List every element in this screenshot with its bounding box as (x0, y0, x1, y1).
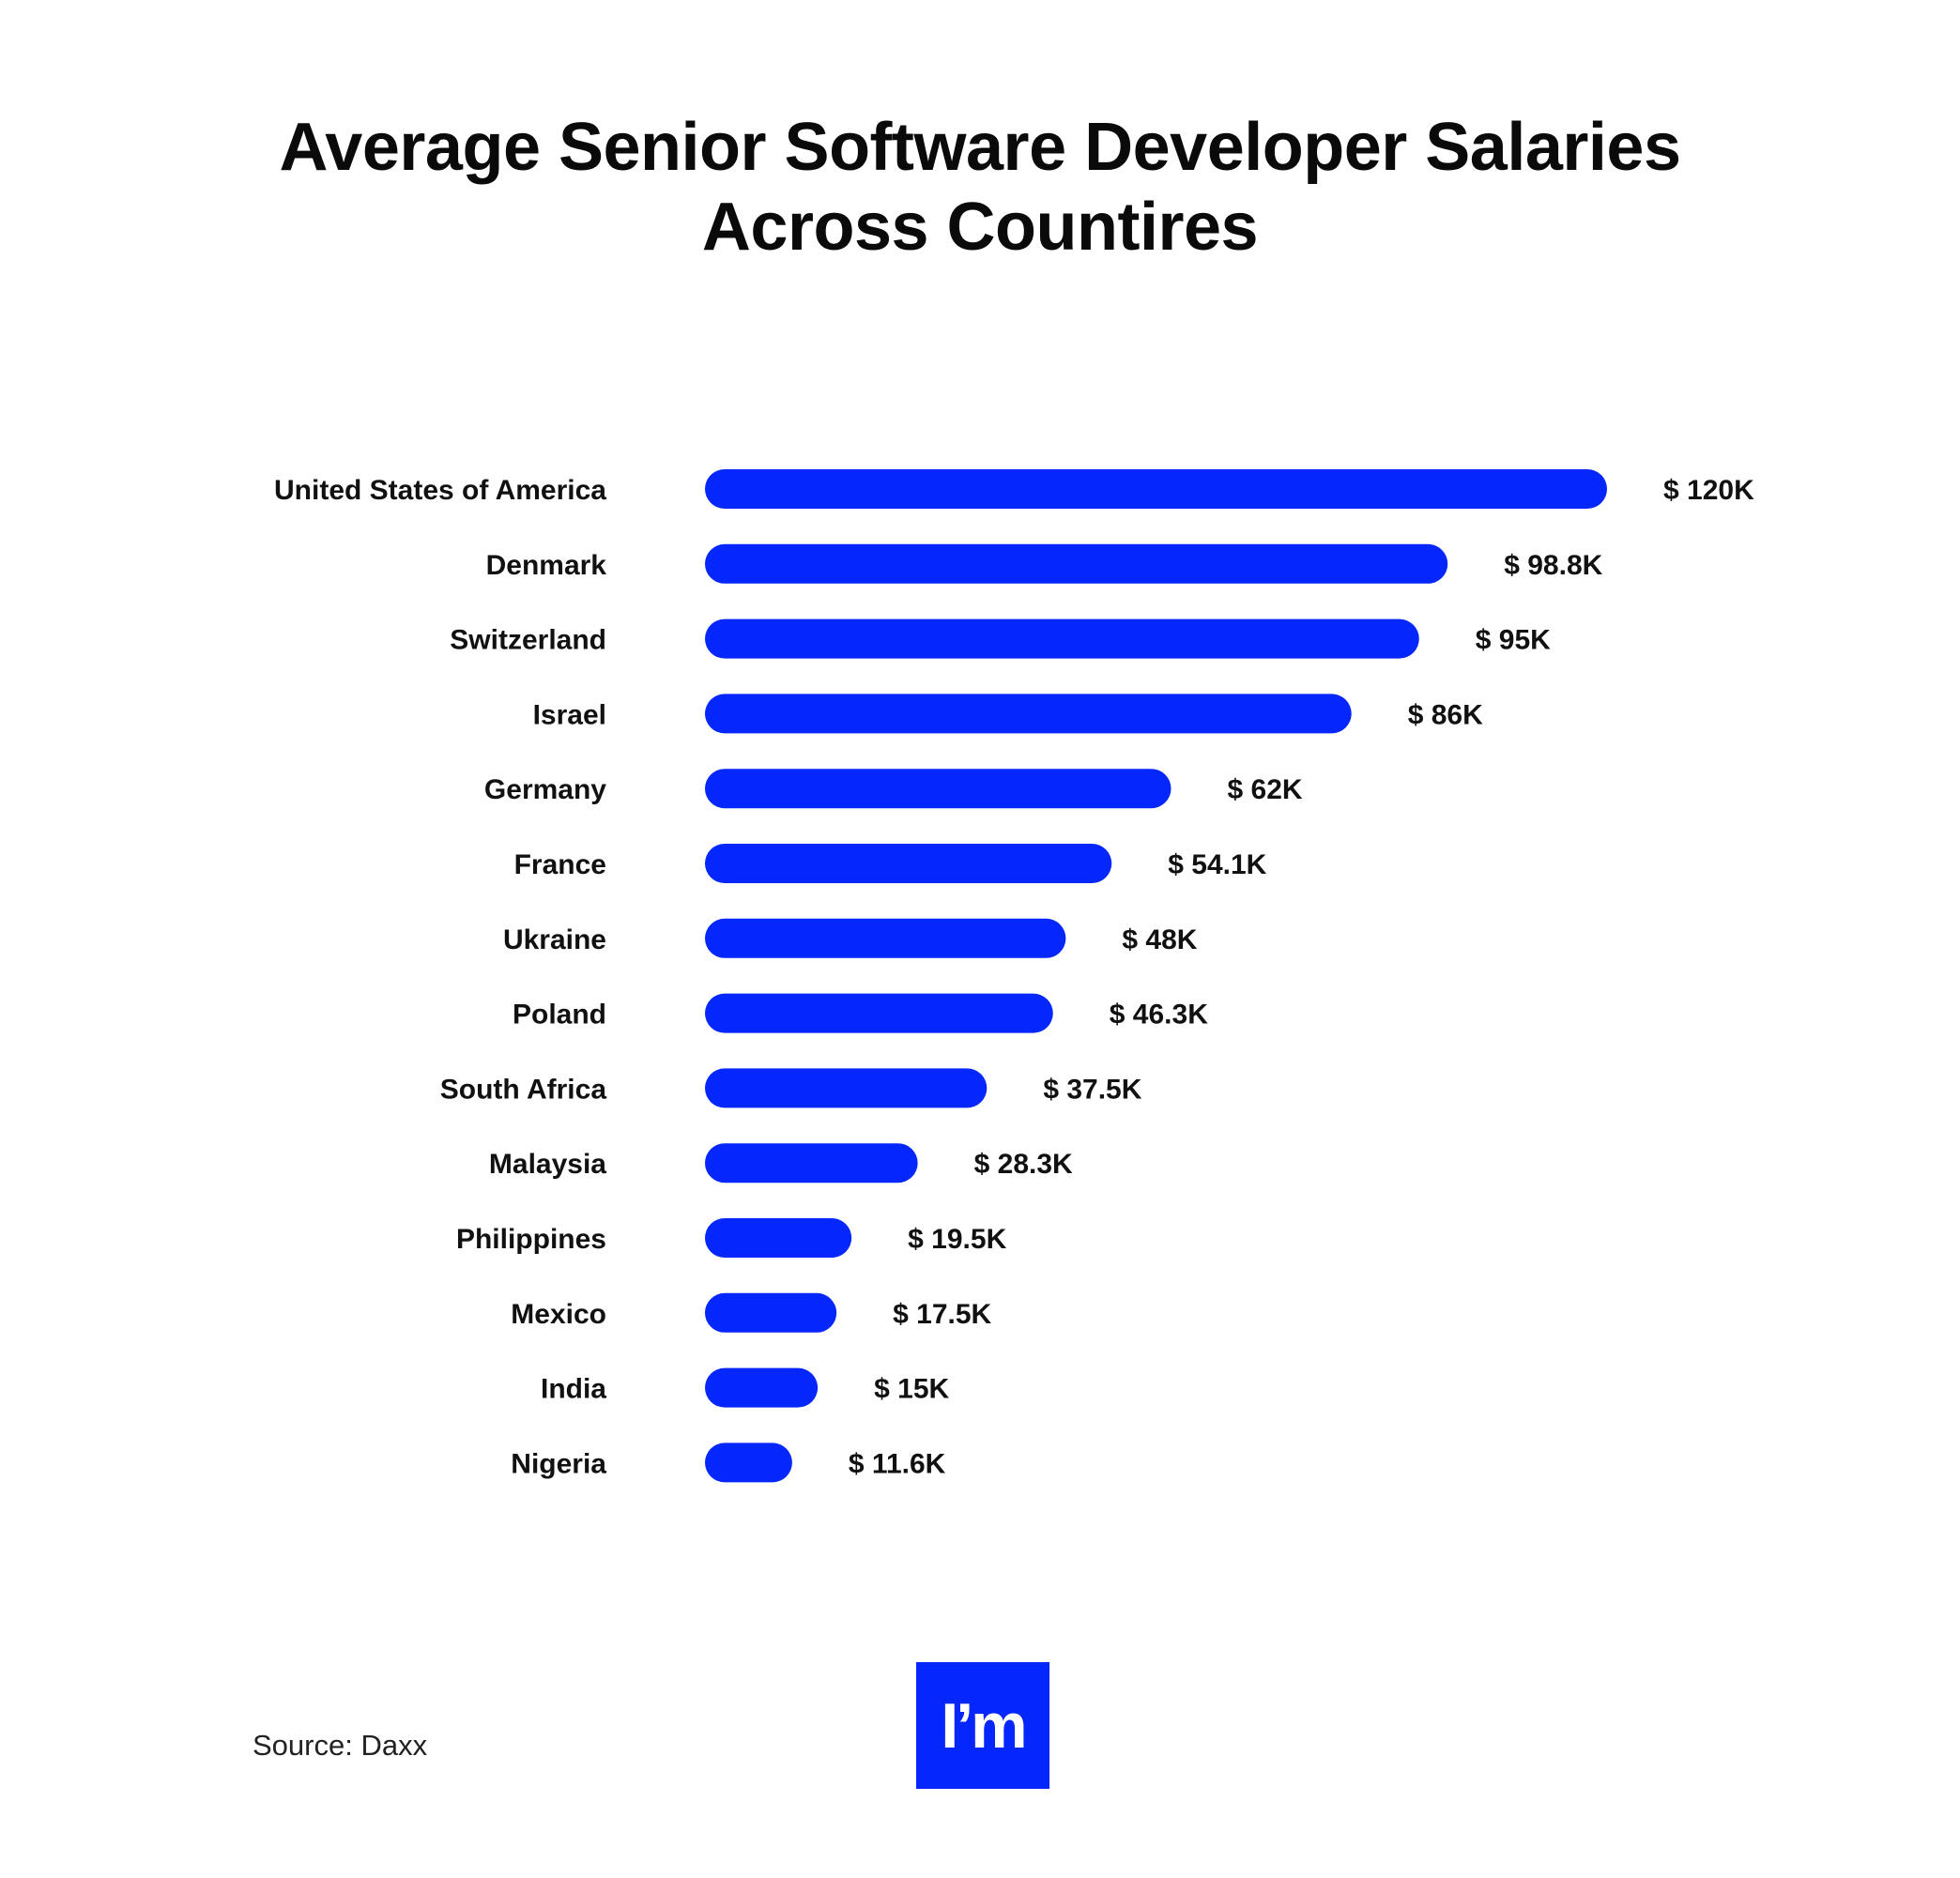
country-label-philippines: Philippines (456, 1224, 606, 1255)
bar-india (705, 1367, 819, 1408)
country-label-france: France (514, 849, 606, 880)
country-label-malaysia: Malaysia (489, 1149, 606, 1180)
country-label-south-africa: South Africa (440, 1074, 607, 1105)
country-label-poland: Poland (513, 1000, 606, 1031)
country-label-switzerland: Switzerland (450, 625, 606, 656)
country-label-mexico: Mexico (511, 1299, 606, 1330)
brand-logo: I’m (916, 1662, 1049, 1789)
bar-philippines (705, 1218, 852, 1258)
bar-poland (705, 993, 1053, 1033)
country-label-nigeria: Nigeria (511, 1448, 606, 1479)
chart-title: Average Senior Software Developer Salari… (0, 108, 1960, 267)
value-label-mexico: $ 17.5K (893, 1299, 991, 1330)
value-label-united-states-of-america: $ 120K (1663, 475, 1754, 506)
bar-south-africa (705, 1068, 988, 1108)
country-label-denmark: Denmark (486, 550, 607, 581)
value-label-denmark: $ 98.8K (1504, 550, 1602, 581)
country-label-united-states-of-america: United States of America (274, 475, 606, 506)
brand-logo-text: I’m (941, 1689, 1027, 1762)
value-label-philippines: $ 19.5K (908, 1224, 1006, 1255)
value-label-poland: $ 46.3K (1110, 1000, 1208, 1031)
value-label-nigeria: $ 11.6K (849, 1448, 946, 1479)
country-label-israel: Israel (533, 699, 606, 730)
bar-mexico (705, 1292, 837, 1333)
source-note: Source: Daxx (253, 1729, 428, 1762)
value-label-france: $ 54.1K (1168, 849, 1266, 880)
bar-france (705, 844, 1112, 883)
chart-title-line-2: Across Countires (701, 190, 1259, 265)
bar-ukraine (705, 918, 1066, 958)
value-label-malaysia: $ 28.3K (974, 1149, 1073, 1180)
value-label-ukraine: $ 48K (1122, 924, 1197, 955)
bar-united-states-of-america (705, 469, 1607, 509)
country-label-ukraine: Ukraine (503, 924, 606, 955)
value-label-switzerland: $ 95K (1476, 625, 1551, 656)
bar-denmark (705, 543, 1448, 584)
chart-title-line-1: Average Senior Software Developer Salari… (279, 110, 1681, 185)
value-label-germany: $ 62K (1228, 774, 1303, 805)
value-label-india: $ 15K (874, 1374, 949, 1405)
bar-switzerland (705, 618, 1419, 659)
country-label-germany: Germany (484, 774, 606, 805)
country-label-india: India (541, 1374, 606, 1405)
bar-malaysia (705, 1143, 918, 1183)
value-label-israel: $ 86K (1408, 699, 1483, 730)
bar-israel (705, 694, 1352, 734)
value-label-south-africa: $ 37.5K (1043, 1074, 1141, 1105)
bar-nigeria (705, 1443, 792, 1483)
bar-germany (705, 769, 1171, 809)
